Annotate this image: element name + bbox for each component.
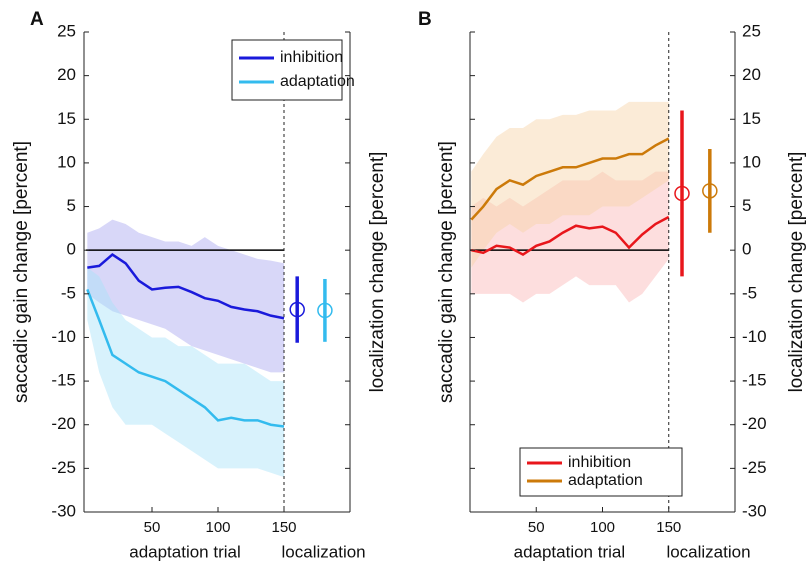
- x-tick-label: 100: [590, 519, 615, 536]
- localization-point: [674, 185, 690, 202]
- x-axis-label-2: localization: [282, 542, 366, 561]
- band: [471, 171, 669, 303]
- y-tick-label: 5: [742, 196, 751, 215]
- x-tick-label: 150: [656, 519, 681, 536]
- y-tick-label: 20: [742, 65, 761, 84]
- y-axis-label: saccadic gain change [percent]: [11, 141, 32, 403]
- x-tick-label: 50: [528, 519, 545, 536]
- y-tick-label: -5: [61, 283, 76, 302]
- legend-label: adaptation: [280, 73, 355, 90]
- y-tick-label: 10: [742, 152, 761, 171]
- panel-label: B: [418, 9, 432, 30]
- x-tick-label: 100: [205, 519, 230, 536]
- y2-axis-label: localization change [percent]: [367, 152, 388, 393]
- line: [470, 137, 670, 221]
- x-axis-label: adaptation trial: [514, 542, 626, 561]
- legend-box: [519, 447, 683, 497]
- y-tick-label: -20: [51, 414, 76, 433]
- panel-label: A: [30, 9, 44, 30]
- y-tick-label: -25: [51, 458, 76, 477]
- y-tick-label: -10: [51, 327, 76, 346]
- line: [86, 289, 285, 428]
- y-tick-label: -30: [51, 501, 76, 520]
- y-tick-label: -10: [742, 327, 767, 346]
- y-tick-label: 5: [67, 196, 76, 215]
- legend-label: inhibition: [568, 454, 631, 471]
- y-tick-label: -30: [742, 501, 767, 520]
- x-tick-label: 150: [271, 519, 296, 536]
- y-tick-label: 0: [67, 240, 76, 259]
- line: [87, 252, 285, 320]
- band: [87, 267, 284, 478]
- line: [471, 215, 670, 256]
- y-tick-label: 20: [57, 65, 76, 84]
- x-axis-label: adaptation trial: [129, 542, 241, 561]
- y-tick-label: 25: [742, 21, 761, 40]
- x-tick-label: 50: [144, 519, 161, 536]
- y-tick-label: -15: [742, 371, 767, 390]
- legend-label: adaptation: [568, 472, 643, 489]
- band: [87, 219, 284, 373]
- y-tick-label: 25: [57, 21, 76, 40]
- y-tick-label: -5: [742, 283, 757, 302]
- y-axis-label: saccadic gain change [percent]: [436, 141, 457, 403]
- y-tick-label: -15: [51, 371, 76, 390]
- localization-point: [289, 301, 305, 318]
- localization-point: [702, 183, 718, 199]
- y-tick-label: 15: [742, 109, 761, 128]
- y-tick-label: -25: [742, 458, 767, 477]
- legend-label: inhibition: [280, 49, 343, 66]
- y-tick-label: 0: [742, 240, 751, 259]
- x-axis-label-2: localization: [666, 542, 750, 561]
- y-tick-label: -20: [742, 414, 767, 433]
- y-tick-label: 15: [57, 109, 76, 128]
- legend-box: [231, 39, 343, 101]
- y2-axis-label: localization change [percent]: [786, 152, 807, 393]
- localization-point: [317, 302, 333, 319]
- band: [471, 101, 669, 268]
- y-tick-label: 10: [57, 152, 76, 171]
